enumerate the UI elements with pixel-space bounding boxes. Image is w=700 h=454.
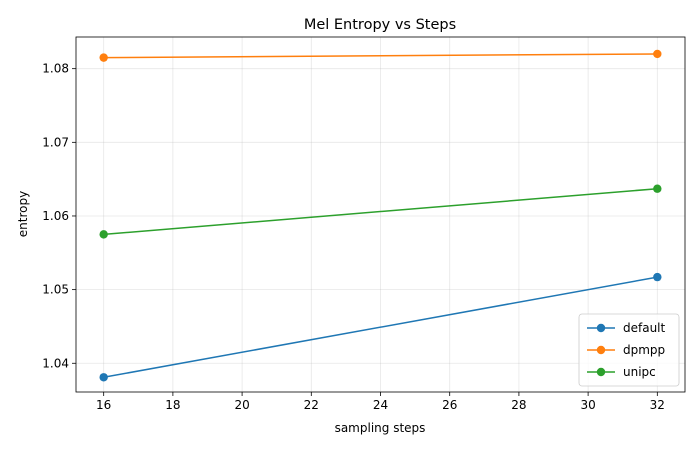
legend-marker xyxy=(596,345,606,355)
legend-item: default xyxy=(587,321,666,335)
x-tick: 32 xyxy=(650,392,665,412)
data-point-unipc xyxy=(653,184,662,193)
y-tick: 1.06 xyxy=(42,209,76,223)
legend-label: unipc xyxy=(623,365,656,379)
x-tick-label: 22 xyxy=(304,398,319,412)
data-point-default xyxy=(99,373,108,382)
y-tick: 1.05 xyxy=(42,283,76,297)
legend-box xyxy=(578,313,680,387)
x-tick-label: 26 xyxy=(442,398,457,412)
legend-marker xyxy=(596,367,606,377)
legend: default dpmpp unipc xyxy=(578,313,680,387)
legend-marker xyxy=(596,323,606,333)
x-tick: 28 xyxy=(511,392,527,412)
data-point-unipc xyxy=(99,230,108,239)
y-tick-label: 1.05 xyxy=(42,283,69,297)
x-axis-label: sampling steps xyxy=(335,421,426,435)
x-tick: 30 xyxy=(580,392,596,412)
x-tick: 22 xyxy=(304,392,319,412)
x-tick-label: 28 xyxy=(511,398,526,412)
data-point-default xyxy=(653,272,662,282)
series-layer xyxy=(99,49,662,382)
y-tick: 1.04 xyxy=(42,356,76,370)
x-tick: 20 xyxy=(234,392,250,412)
series-line-unipc xyxy=(103,187,658,236)
legend-item: dpmpp xyxy=(587,343,665,357)
series-unipc xyxy=(99,184,662,239)
series-line-default xyxy=(103,276,658,379)
y-tick: 1.08 xyxy=(42,62,76,76)
legend-item: unipc xyxy=(587,365,656,379)
x-tick-label: 20 xyxy=(234,398,249,412)
series-line-dpmpp xyxy=(103,53,658,59)
x-tick: 18 xyxy=(165,392,181,412)
x-tick-label: 16 xyxy=(96,398,111,412)
plot-frame xyxy=(75,36,686,393)
x-tick-label: 18 xyxy=(165,398,180,412)
chart-title: Mel Entropy vs Steps xyxy=(304,17,456,33)
series-dpmpp xyxy=(99,49,662,62)
x-tick: 24 xyxy=(373,392,388,412)
y-tick-label: 1.07 xyxy=(42,135,69,149)
y-axis-label: entropy xyxy=(16,191,30,237)
x-tick-label: 32 xyxy=(650,398,665,412)
y-axis-ticks: 1.04 1.05 1.06 1.07 1.08 xyxy=(42,62,76,370)
legend-label: default xyxy=(623,321,666,335)
x-axis-ticks: 16 18 20 22 24 26 28 30 32 xyxy=(96,392,665,412)
data-point-dpmpp xyxy=(99,53,108,62)
x-tick-label: 24 xyxy=(373,398,388,412)
x-tick: 16 xyxy=(96,392,111,412)
x-tick: 26 xyxy=(442,392,457,412)
x-tick-label: 30 xyxy=(580,398,595,412)
y-tick-label: 1.06 xyxy=(42,209,69,223)
y-tick-label: 1.08 xyxy=(42,62,69,76)
y-tick: 1.07 xyxy=(42,135,76,149)
data-point-dpmpp xyxy=(653,49,662,59)
legend-label: dpmpp xyxy=(623,343,665,357)
series-default xyxy=(99,272,662,382)
y-tick-label: 1.04 xyxy=(42,356,69,370)
